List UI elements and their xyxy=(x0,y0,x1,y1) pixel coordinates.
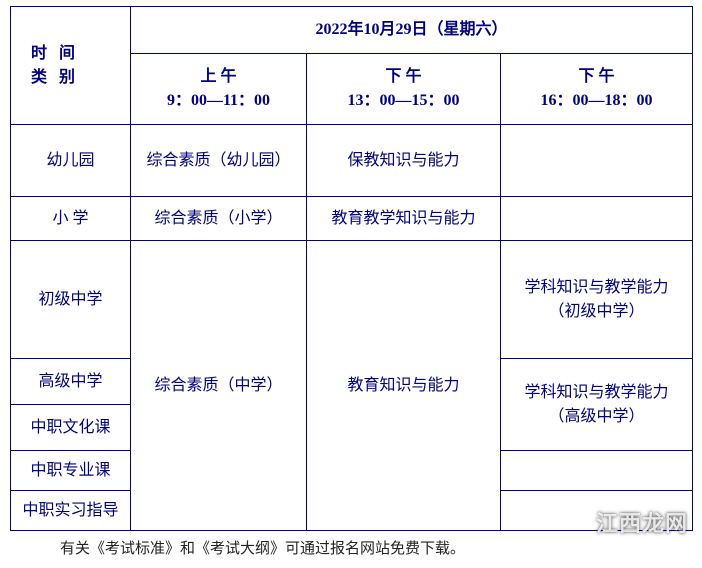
header-left-line2: 类 别 xyxy=(31,66,126,90)
senior-pm2-line1: 学科知识与教学能力 xyxy=(505,381,688,405)
primary-label: 小 学 xyxy=(11,197,131,241)
period-pm2-label: 下 午 xyxy=(505,65,688,89)
voc-intern-label: 中职实习指导 xyxy=(11,491,131,531)
junior-pm2: 学科知识与教学能力 （初级中学） xyxy=(501,241,693,359)
primary-pm2 xyxy=(501,197,693,241)
period-pm1-time: 13：00—15：00 xyxy=(311,89,496,113)
kindergarten-label: 幼儿园 xyxy=(11,125,131,197)
primary-pm1: 教育教学知识与能力 xyxy=(307,197,501,241)
voc-culture-label: 中职文化课 xyxy=(11,405,131,451)
header-left-label: 时 间 类 别 xyxy=(11,7,131,125)
header-period-pm2: 下 午 16：00—18：00 xyxy=(501,53,693,124)
header-period-pm1: 下 午 13：00—15：00 xyxy=(307,53,501,124)
kindergarten-am: 综合素质（幼儿园） xyxy=(131,125,307,197)
period-am-time: 9：00—11：00 xyxy=(135,89,302,113)
voc-major-pm2 xyxy=(501,451,693,491)
junior-label: 初级中学 xyxy=(11,241,131,359)
period-pm1-label: 下 午 xyxy=(311,65,496,89)
voc-major-label: 中职专业课 xyxy=(11,451,131,491)
row-primary: 小 学 综合素质（小学） 教育教学知识与能力 xyxy=(11,197,693,241)
primary-am: 综合素质（小学） xyxy=(131,197,307,241)
header-left-line1: 时 间 xyxy=(31,42,126,66)
row-kindergarten: 幼儿园 综合素质（幼儿园） 保教知识与能力 xyxy=(11,125,693,197)
kindergarten-pm1: 保教知识与能力 xyxy=(307,125,501,197)
junior-pm2-line1: 学科知识与教学能力 xyxy=(505,276,688,300)
middle-pm1: 教育知识与能力 xyxy=(307,241,501,531)
row-junior: 初级中学 综合素质（中学） 教育知识与能力 学科知识与教学能力 （初级中学） xyxy=(11,241,693,359)
junior-pm2-line2: （初级中学） xyxy=(505,300,688,324)
header-period-am: 上 午 9：00—11：00 xyxy=(131,53,307,124)
period-am-label: 上 午 xyxy=(135,65,302,89)
senior-label: 高级中学 xyxy=(11,359,131,405)
footer-note: 有关《考试标准》和《考试大纲》可通过报名网站免费下载。 xyxy=(10,531,692,558)
exam-schedule-table: 时 间 类 别 2022年10月29日（星期六） 上 午 9：00—11：00 … xyxy=(10,6,693,531)
senior-pm2: 学科知识与教学能力 （高级中学） xyxy=(501,359,693,451)
senior-pm2-line2: （高级中学） xyxy=(505,405,688,429)
period-pm2-time: 16：00—18：00 xyxy=(505,89,688,113)
watermark: 江西龙网 xyxy=(596,506,688,538)
kindergarten-pm2 xyxy=(501,125,693,197)
header-date: 2022年10月29日（星期六） xyxy=(131,7,693,54)
middle-am: 综合素质（中学） xyxy=(131,241,307,531)
